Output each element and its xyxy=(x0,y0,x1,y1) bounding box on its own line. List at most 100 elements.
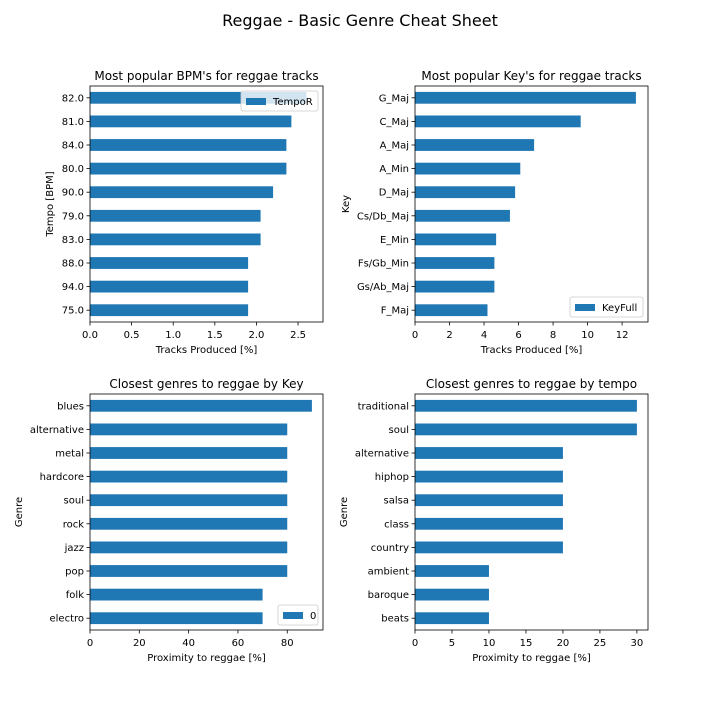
y-tick-label: 90.0 xyxy=(62,188,84,199)
y-tick-label: 94.0 xyxy=(62,282,84,293)
bar-salsa xyxy=(415,494,563,507)
x-tick-label: 0.5 xyxy=(124,330,140,341)
x-tick-label: 12 xyxy=(616,330,629,341)
y-axis-label: Key xyxy=(341,195,352,213)
bar-82-0 xyxy=(90,91,307,104)
x-tick-label: 0 xyxy=(412,330,418,341)
x-tick-label: 1.5 xyxy=(207,330,223,341)
bar-folk xyxy=(90,588,263,601)
bar-alternative xyxy=(90,423,288,436)
y-tick-label: 88.0 xyxy=(62,259,84,270)
legend-swatch xyxy=(283,612,303,619)
x-tick-label: 2.0 xyxy=(248,330,264,341)
x-tick-label: 5 xyxy=(449,638,455,649)
y-tick-label: blues xyxy=(57,401,84,412)
legend-swatch xyxy=(246,98,266,105)
y-tick-label: country xyxy=(371,543,409,554)
y-tick-label: jazz xyxy=(64,543,84,554)
bar-electro xyxy=(90,612,263,625)
x-tick-label: 0 xyxy=(412,638,418,649)
x-tick-label: 2 xyxy=(446,330,452,341)
chart-title: Closest genres to reggae by tempo xyxy=(426,377,637,391)
chart-genre-tempo: traditional soul alternative hiphop salsa cla… xyxy=(339,377,649,664)
y-tick-label: Cs/Db_Maj xyxy=(357,211,409,222)
x-tick-label: 15 xyxy=(520,638,533,649)
bar-g-maj xyxy=(415,91,636,104)
bar-hiphop xyxy=(415,470,563,483)
y-tick-label: folk xyxy=(66,590,84,601)
y-tick-label: 75.0 xyxy=(62,306,84,317)
y-axis-label: Genre xyxy=(339,497,350,527)
bar-f-maj xyxy=(415,304,488,317)
bar-country xyxy=(415,541,563,554)
x-tick-label: 20 xyxy=(557,638,570,649)
legend-swatch xyxy=(575,304,595,311)
legend-label: 0 xyxy=(310,611,316,622)
x-tick-label: 30 xyxy=(631,638,644,649)
bar-gs-ab-maj xyxy=(415,280,495,293)
legend-label: KeyFull xyxy=(602,303,637,314)
chart-title: Most popular BPM's for reggae tracks xyxy=(94,69,318,83)
y-tick-label: alternative xyxy=(355,449,409,460)
y-tick-label: Fs/Gb_Min xyxy=(358,259,409,270)
y-tick-label: 83.0 xyxy=(62,235,84,246)
legend-label: TempoR xyxy=(272,97,313,108)
bar-metal xyxy=(90,447,288,459)
x-tick-label: 8 xyxy=(550,330,556,341)
bar-a-maj xyxy=(415,139,535,151)
x-tick-label: 10 xyxy=(483,638,496,649)
x-tick-label: 4 xyxy=(481,330,487,341)
x-tick-label: 80 xyxy=(281,638,294,649)
bar-e-min xyxy=(415,233,497,246)
bar-90-0 xyxy=(90,186,274,199)
bar-soul xyxy=(90,494,288,507)
axes-frame xyxy=(414,85,649,323)
bar-traditional xyxy=(415,399,637,412)
y-tick-label: metal xyxy=(55,449,84,460)
legend-box xyxy=(569,296,644,318)
y-tick-label: beats xyxy=(381,614,409,625)
bar-cs-db-maj xyxy=(415,209,510,222)
x-tick-label: 0 xyxy=(87,638,93,649)
y-tick-label: soul xyxy=(64,496,84,507)
x-tick-label: 20 xyxy=(133,638,146,649)
x-tick-label: 6 xyxy=(515,330,521,341)
bar-fs-gb-min xyxy=(415,257,495,269)
bar-jazz xyxy=(90,541,288,554)
bar-rock xyxy=(90,517,288,530)
y-tick-label: F_Maj xyxy=(381,306,409,317)
y-tick-label: traditional xyxy=(358,401,409,412)
chart-title: Closest genres to reggae by Key xyxy=(109,377,303,391)
x-axis-label: Proximity to reggae [%] xyxy=(472,653,591,664)
x-tick-label: 2.5 xyxy=(290,330,306,341)
x-tick-label: 25 xyxy=(594,638,607,649)
bar-75-0 xyxy=(90,304,249,317)
bar-hardcore xyxy=(90,470,288,483)
y-tick-label: baroque xyxy=(368,590,409,601)
bar-83-0 xyxy=(90,233,261,246)
axes-frame xyxy=(89,393,324,631)
x-tick-label: 60 xyxy=(232,638,245,649)
chart-key: G_Maj C_Maj A_Maj A_Min D_Maj Cs/Db_Maj E_Min F… xyxy=(341,69,649,356)
bar-84-0 xyxy=(90,139,287,151)
chart-title: Most popular Key's for reggae tracks xyxy=(421,69,641,83)
bar-a-min xyxy=(415,162,521,175)
chart-genre-key: blues alternative metal hardcore soul rock jaz… xyxy=(14,377,324,664)
bar-alternative xyxy=(415,447,563,459)
bar-d-maj xyxy=(415,186,516,199)
bar-soul xyxy=(415,423,637,436)
bar-ambient xyxy=(415,565,489,577)
bar-baroque xyxy=(415,588,489,601)
y-tick-label: 81.0 xyxy=(62,117,84,128)
y-tick-label: 82.0 xyxy=(62,93,84,104)
y-tick-label: Gs/Ab_Maj xyxy=(357,282,409,293)
y-tick-label: 79.0 xyxy=(62,211,84,222)
x-tick-label: 1.0 xyxy=(165,330,181,341)
bar-blues xyxy=(90,399,312,412)
x-axis-label: Proximity to reggae [%] xyxy=(147,653,266,664)
y-tick-label: C_Maj xyxy=(379,117,409,128)
bar-79-0 xyxy=(90,209,261,222)
bar-c-maj xyxy=(415,115,581,128)
y-tick-label: soul xyxy=(389,425,409,436)
